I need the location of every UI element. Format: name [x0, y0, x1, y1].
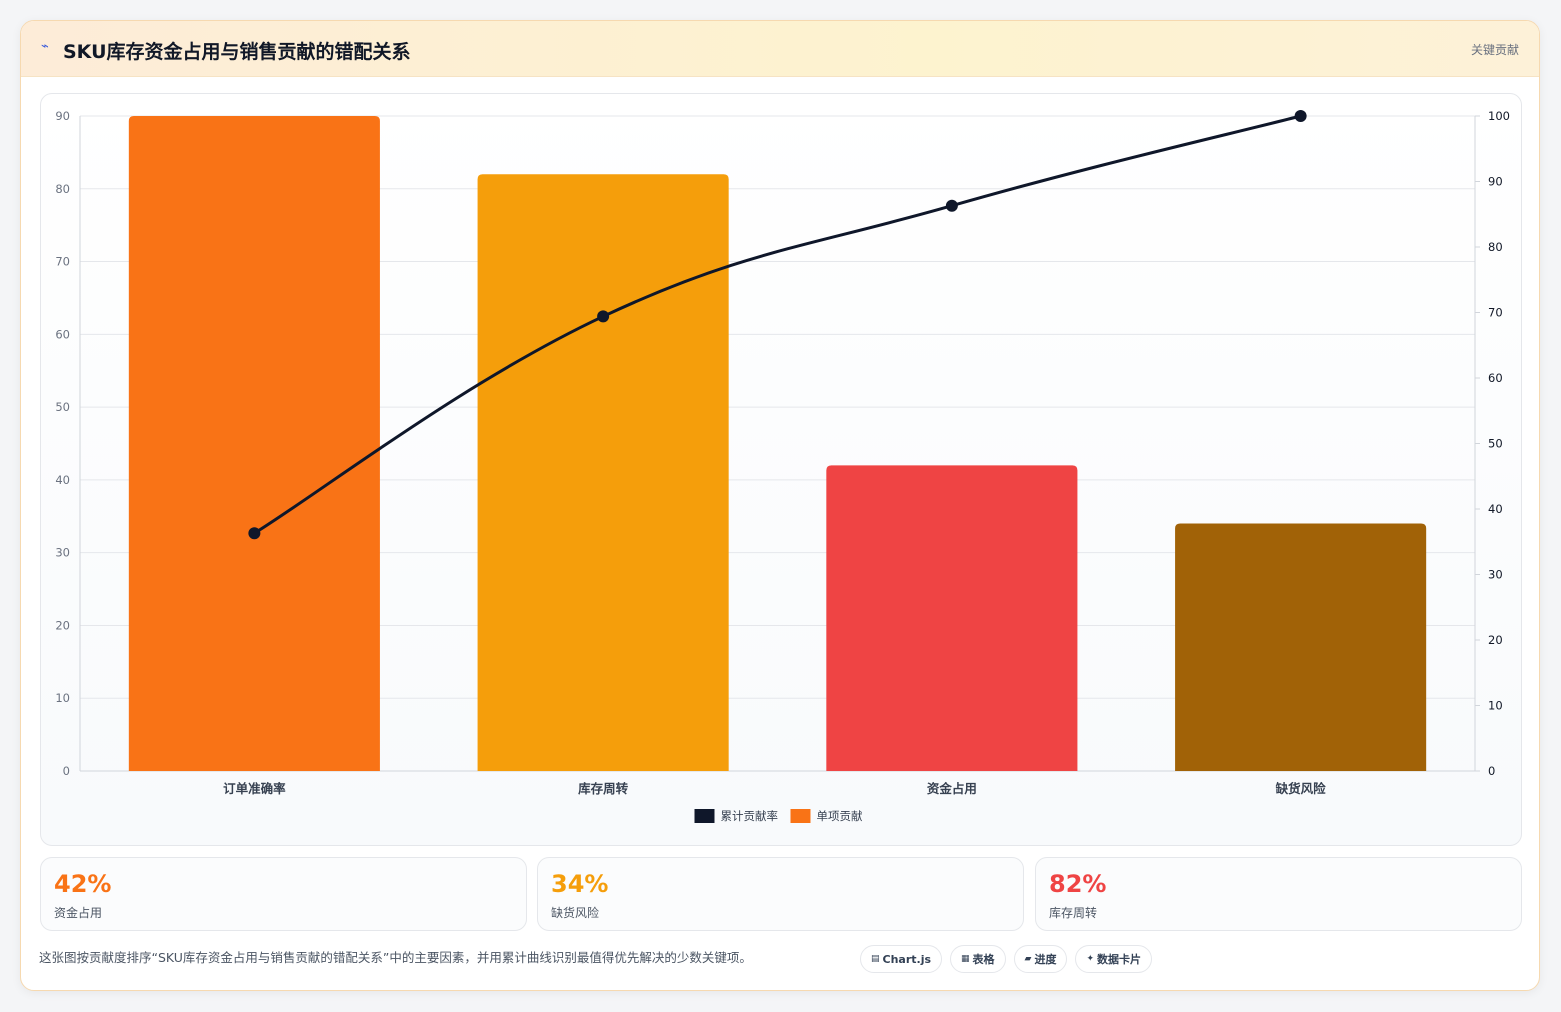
pareto-chart: 0 10 20 30 40 50 60 70 80 90 0 10 20 30 40 50 60 70 80 90 10…	[55, 109, 1510, 823]
bar	[1175, 523, 1427, 771]
y2-tick-label: 40	[1488, 502, 1503, 516]
stat-card-3: 82% 库存周转	[1035, 857, 1522, 931]
chart-area: 0 10 20 30 40 50 60 70 80 90 0 10 20 30 40 50 60 70 80 90 10…	[40, 93, 1522, 846]
tag-list: ▤ Chart.js ▦ 表格 ▰ 进度 ✦ 数据卡片	[860, 945, 1153, 973]
header-tag: 关键贡献	[1470, 43, 1519, 57]
legend-label: 单项贡献	[817, 809, 863, 823]
y2-tick-label: 90	[1488, 175, 1503, 189]
y2-tick-label: 50	[1488, 437, 1503, 451]
y-tick-label: 30	[55, 546, 70, 560]
stat-label: 库存周转	[1049, 906, 1098, 920]
legend-swatch	[694, 809, 715, 823]
tag-progress[interactable]: ▰ 进度	[1013, 945, 1068, 973]
x-tick-label: 缺货风险	[1276, 781, 1327, 796]
y-tick-label: 70	[55, 255, 70, 269]
y-tick-label: 60	[55, 327, 70, 341]
stat-label: 资金占用	[54, 906, 103, 920]
bar	[826, 465, 1078, 771]
bar	[477, 174, 729, 771]
stat-value: 82%	[1049, 870, 1107, 898]
y2-tick-label: 80	[1488, 240, 1503, 254]
y-tick-label: 50	[55, 400, 70, 414]
y-tick-label: 90	[55, 109, 70, 123]
tag-chartjs[interactable]: ▤ Chart.js	[860, 945, 943, 973]
y2-tick-label: 100	[1488, 109, 1510, 123]
cumulative-point	[945, 199, 958, 212]
y2-tick-label: 10	[1488, 699, 1503, 713]
sparkle-icon: ✦	[1086, 954, 1095, 964]
tag-label: 进度	[1034, 953, 1057, 966]
y-tick-label: 20	[55, 618, 70, 632]
y2-tick-label: 70	[1488, 306, 1503, 320]
tag-table[interactable]: ▦ 表格	[950, 945, 1006, 973]
y-tick-label: 0	[63, 764, 70, 778]
cumulative-point	[1294, 110, 1307, 122]
chart-description: 这张图按贡献度排序“SKU库存资金占用与销售贡献的错配关系”中的主要因素，并用累…	[39, 950, 752, 965]
x-tick-label: 资金占用	[927, 781, 977, 796]
lightning-icon: ⌁	[41, 39, 49, 54]
card-header: ⌁ SKU库存资金占用与销售贡献的错配关系 关键贡献	[21, 21, 1539, 77]
y-tick-label: 10	[55, 691, 70, 705]
y2-tick-label: 60	[1488, 371, 1503, 385]
y-tick-label: 40	[55, 473, 70, 487]
stat-value: 34%	[551, 870, 609, 898]
progress-icon: ▰	[1024, 954, 1032, 964]
cumulative-point	[248, 527, 261, 540]
cumulative-line	[253, 114, 1302, 535]
y2-tick-label: 30	[1488, 568, 1503, 582]
legend-swatch	[790, 809, 811, 823]
y2-tick-label: 0	[1488, 764, 1495, 778]
stat-card-1: 42% 资金占用	[40, 857, 527, 931]
table-icon: ▦	[961, 954, 970, 964]
x-tick-label: 库存周转	[578, 781, 629, 796]
y2-tick-label: 20	[1488, 633, 1503, 647]
tag-label: 数据卡片	[1097, 953, 1142, 966]
cumulative-point	[597, 310, 610, 323]
bar	[128, 116, 380, 771]
chart-icon: ▤	[871, 954, 880, 964]
chart-card: ⌁ SKU库存资金占用与销售贡献的错配关系 关键贡献 0 10 20 30 40 50 60…	[20, 20, 1540, 991]
x-tick-label: 订单准确率	[223, 781, 286, 796]
stat-value: 42%	[54, 870, 112, 898]
card-title: SKU库存资金占用与销售贡献的错配关系	[63, 41, 411, 63]
tag-label: 表格	[972, 953, 995, 966]
stat-label: 缺货风险	[551, 906, 600, 920]
tag-label: Chart.js	[882, 952, 932, 966]
y-tick-label: 80	[55, 182, 70, 196]
legend-label: 累计贡献率	[721, 809, 779, 823]
tag-data-card[interactable]: ✦ 数据卡片	[1075, 945, 1153, 973]
stat-card-2: 34% 缺货风险	[537, 857, 1024, 931]
